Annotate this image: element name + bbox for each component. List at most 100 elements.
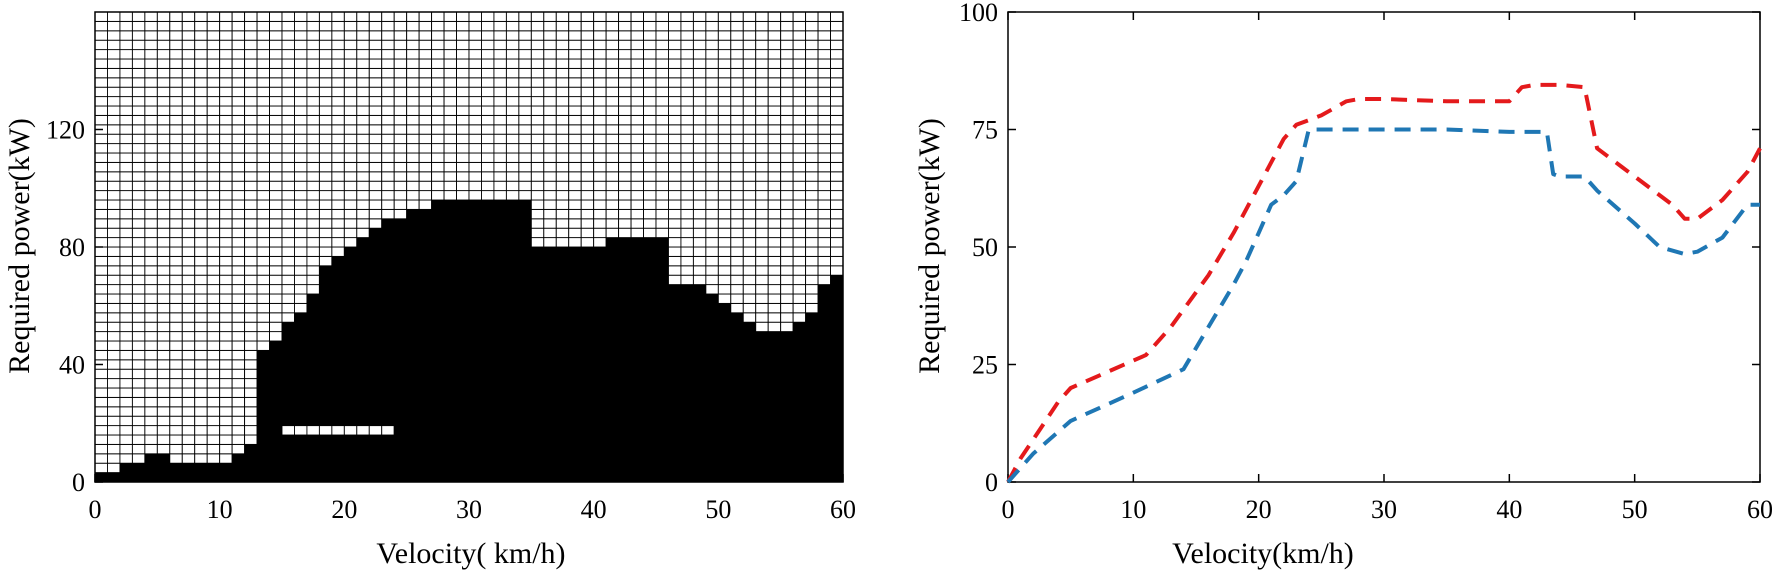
- heatmap-cell: [294, 462, 308, 474]
- heatmap-cell: [555, 246, 570, 257]
- heatmap-cell: [680, 331, 694, 342]
- heatmap-cell: [630, 453, 644, 464]
- heatmap-cell: [481, 396, 495, 408]
- heatmap-cell: [269, 39, 283, 51]
- heatmap-cell: [792, 293, 807, 304]
- heatmap-cell: [318, 312, 333, 323]
- heatmap-cell: [618, 425, 632, 436]
- heatmap-cell: [343, 415, 358, 427]
- heatmap-cell: [468, 199, 482, 210]
- heatmap-cell: [356, 302, 370, 314]
- heatmap-cell: [294, 11, 308, 22]
- heatmap-cell: [206, 20, 221, 32]
- heatmap-cell: [244, 133, 258, 145]
- heatmap-cell: [830, 284, 844, 295]
- heatmap-cell: [605, 462, 620, 474]
- heatmap-cell: [244, 180, 258, 192]
- heatmap-cell: [668, 67, 682, 79]
- heatmap-cell: [418, 293, 433, 304]
- heatmap-cell: [805, 190, 819, 201]
- heatmap-cell: [717, 49, 732, 60]
- heatmap-cell: [505, 368, 520, 380]
- heatmap-cell: [144, 96, 158, 107]
- heatmap-cell: [730, 246, 744, 257]
- heatmap-cell: [830, 293, 844, 304]
- heatmap-cell: [605, 293, 620, 304]
- heatmap-cell: [618, 274, 632, 286]
- heatmap-cell: [231, 415, 246, 427]
- heatmap-cell: [605, 30, 620, 41]
- heatmap-cell: [231, 265, 246, 276]
- heatmap-cell: [331, 321, 345, 333]
- heatmap-cell: [555, 462, 570, 474]
- heatmap-cell: [131, 199, 146, 210]
- heatmap-cell: [830, 434, 844, 445]
- heatmap-cell: [505, 67, 520, 79]
- heatmap-cell: [730, 462, 744, 474]
- heatmap-cell: [381, 218, 395, 229]
- heatmap-cell: [555, 265, 570, 276]
- heatmap-cell: [456, 133, 470, 145]
- heatmap-cell: [381, 349, 395, 361]
- heatmap-cell: [381, 20, 395, 32]
- heatmap-cell: [593, 208, 607, 220]
- heatmap-cell: [231, 152, 246, 163]
- heatmap-cell: [742, 133, 757, 145]
- heatmap-cell: [830, 49, 844, 60]
- heatmap-cell: [742, 124, 757, 135]
- heatmap-cell: [418, 265, 433, 276]
- heatmap-cell: [830, 472, 844, 483]
- heatmap-cell: [680, 396, 694, 408]
- heatmap-cell: [717, 96, 732, 107]
- heatmap-cell: [605, 406, 620, 417]
- heatmap-cell: [393, 11, 408, 22]
- heatmap-cell: [692, 227, 707, 239]
- heatmap-cell: [742, 453, 757, 464]
- heatmap-cell: [269, 58, 283, 69]
- heatmap-cell: [194, 227, 208, 239]
- heatmap-cell: [792, 20, 807, 32]
- heatmap-cell: [730, 49, 744, 60]
- heatmap-cell: [156, 208, 171, 220]
- heatmap-cell: [593, 218, 607, 229]
- heatmap-cell: [830, 265, 844, 276]
- heatmap-cell: [368, 368, 383, 380]
- heatmap-cell: [131, 472, 146, 483]
- heatmap-cell: [269, 105, 283, 116]
- heatmap-cell: [605, 133, 620, 145]
- heatmap-cell: [443, 274, 457, 286]
- heatmap-cell: [368, 237, 383, 248]
- heatmap-cell: [244, 312, 258, 323]
- heatmap-cell: [580, 171, 595, 182]
- heatmap-cell: [181, 378, 196, 389]
- heatmap-cell: [406, 199, 420, 210]
- heatmap-cell: [805, 171, 819, 182]
- heatmap-cell: [119, 58, 133, 69]
- heatmap-cell: [817, 396, 831, 408]
- heatmap-cell: [393, 378, 408, 389]
- heatmap-cell: [530, 368, 545, 380]
- heatmap-cell: [817, 453, 831, 464]
- heatmap-cell: [306, 227, 320, 239]
- heatmap-cell: [443, 39, 457, 51]
- heatmap-cell: [680, 199, 694, 210]
- heatmap-cell: [231, 124, 246, 135]
- heatmap-cell: [493, 462, 507, 474]
- heatmap-cell: [381, 39, 395, 51]
- heatmap-cell: [555, 406, 570, 417]
- heatmap-cell: [418, 218, 433, 229]
- heatmap-cell: [717, 406, 732, 417]
- heatmap-cell: [755, 434, 769, 445]
- heatmap-cell: [568, 180, 582, 192]
- heatmap-cell: [181, 133, 196, 145]
- heatmap-cell: [393, 321, 408, 333]
- heatmap-cell: [543, 218, 557, 229]
- heatmap-cell: [456, 284, 470, 295]
- heatmap-cell: [144, 406, 158, 417]
- heatmap-cell: [381, 415, 395, 427]
- heatmap-cell: [107, 208, 121, 220]
- heatmap-cell: [206, 227, 221, 239]
- heatmap-cell: [668, 293, 682, 304]
- heatmap-cell: [817, 312, 831, 323]
- heatmap-cell: [431, 321, 445, 333]
